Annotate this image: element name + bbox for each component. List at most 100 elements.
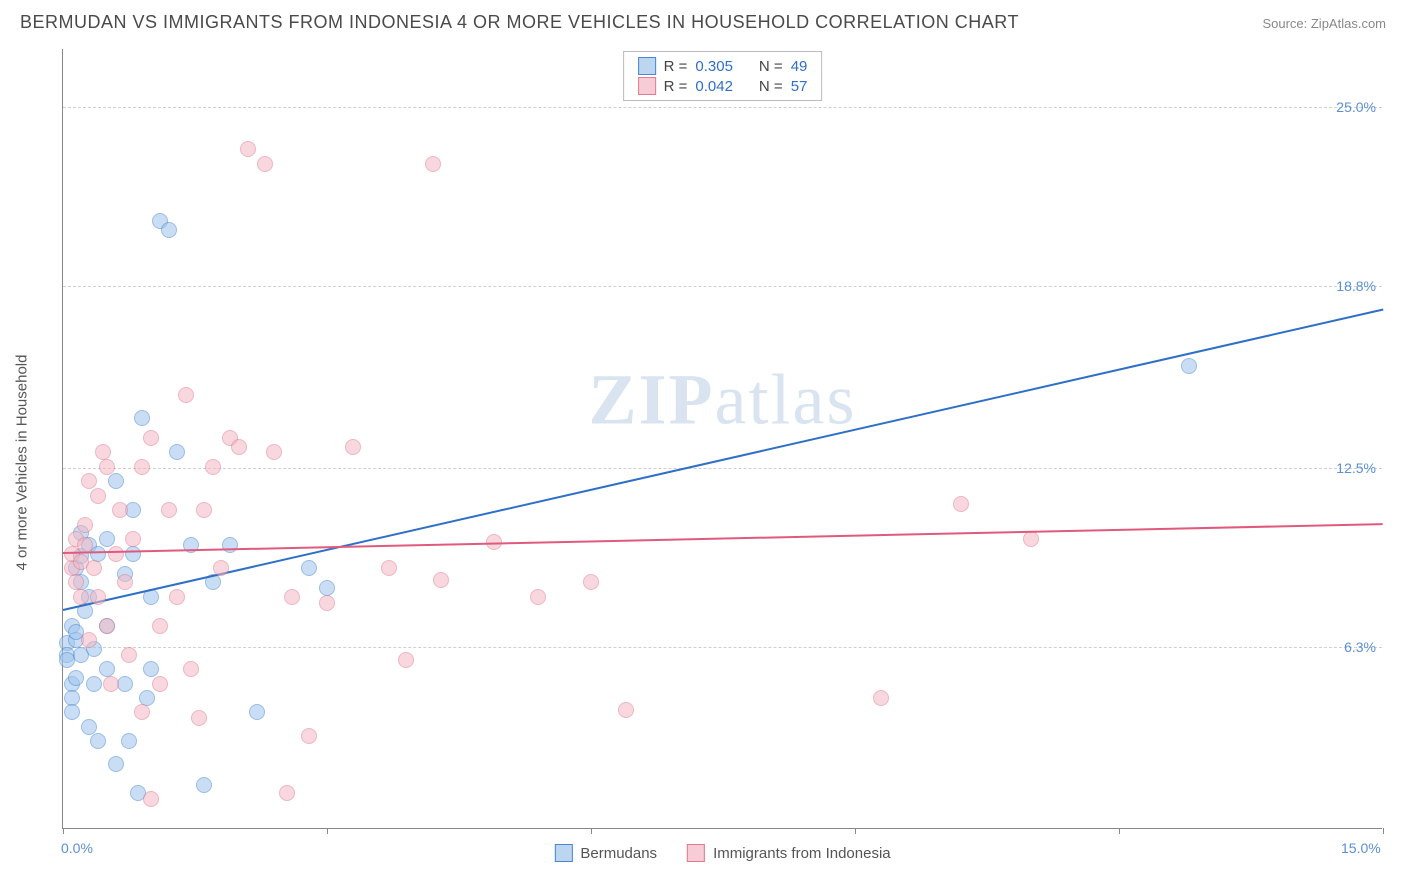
- trendline: [63, 309, 1383, 611]
- source-attribution: Source: ZipAtlas.com: [1262, 16, 1386, 31]
- scatter-point: [99, 618, 115, 634]
- scatter-point: [152, 618, 168, 634]
- scatter-point: [108, 756, 124, 772]
- watermark: ZIPatlas: [589, 358, 857, 441]
- x-tick: [855, 828, 856, 834]
- scatter-point: [530, 589, 546, 605]
- n-value: 57: [791, 78, 808, 95]
- gridline: [63, 647, 1382, 648]
- scatter-point: [191, 710, 207, 726]
- x-tick: [1119, 828, 1120, 834]
- y-axis-label: 4 or more Vehicles in Household: [14, 355, 31, 571]
- scatter-point: [121, 733, 137, 749]
- scatter-point: [77, 517, 93, 533]
- scatter-point: [81, 632, 97, 648]
- legend-label: Bermudans: [580, 845, 657, 862]
- scatter-point: [618, 702, 634, 718]
- scatter-point: [68, 670, 84, 686]
- chart-container: 4 or more Vehicles in Household ZIPatlas…: [12, 39, 1394, 869]
- scatter-point: [143, 661, 159, 677]
- scatter-point: [90, 733, 106, 749]
- scatter-point: [73, 589, 89, 605]
- scatter-point: [64, 704, 80, 720]
- scatter-point: [161, 222, 177, 238]
- series-legend: Bermudans Immigrants from Indonesia: [554, 844, 890, 862]
- y-tick-label: 6.3%: [1344, 639, 1376, 655]
- scatter-point: [196, 777, 212, 793]
- scatter-point: [125, 546, 141, 562]
- scatter-point: [319, 595, 335, 611]
- scatter-point: [90, 589, 106, 605]
- scatter-point: [301, 728, 317, 744]
- scatter-point: [81, 473, 97, 489]
- scatter-point: [301, 560, 317, 576]
- scatter-point: [117, 574, 133, 590]
- scatter-point: [134, 704, 150, 720]
- x-tick-label: 15.0%: [1341, 840, 1381, 856]
- scatter-point: [345, 439, 361, 455]
- scatter-point: [134, 459, 150, 475]
- scatter-point: [152, 676, 168, 692]
- r-label: R =: [664, 58, 688, 75]
- correlation-legend-row: R = 0.042 N = 57: [638, 76, 808, 96]
- swatch-indonesia-icon: [687, 844, 705, 862]
- n-label: N =: [759, 58, 783, 75]
- scatter-point: [134, 410, 150, 426]
- r-label: R =: [664, 78, 688, 95]
- n-value: 49: [791, 58, 808, 75]
- scatter-point: [125, 531, 141, 547]
- scatter-point: [108, 473, 124, 489]
- scatter-point: [279, 785, 295, 801]
- scatter-point: [86, 676, 102, 692]
- scatter-point: [86, 560, 102, 576]
- x-tick: [327, 828, 328, 834]
- legend-item: Bermudans: [554, 844, 657, 862]
- trendline: [63, 523, 1383, 554]
- scatter-point: [112, 502, 128, 518]
- correlation-legend: R = 0.305 N = 49 R = 0.042 N = 57: [623, 51, 823, 101]
- scatter-point: [99, 531, 115, 547]
- scatter-point: [284, 589, 300, 605]
- gridline: [63, 286, 1382, 287]
- y-tick-label: 12.5%: [1336, 460, 1376, 476]
- scatter-point: [425, 156, 441, 172]
- y-tick-label: 18.8%: [1336, 278, 1376, 294]
- scatter-point: [161, 502, 177, 518]
- scatter-point: [953, 496, 969, 512]
- x-tick: [1383, 828, 1384, 834]
- gridline: [63, 468, 1382, 469]
- swatch-bermudans-icon: [554, 844, 572, 862]
- scatter-point: [398, 652, 414, 668]
- x-tick-label: 0.0%: [61, 840, 93, 856]
- scatter-point: [143, 430, 159, 446]
- scatter-point: [213, 560, 229, 576]
- scatter-point: [99, 459, 115, 475]
- scatter-point: [169, 589, 185, 605]
- gridline: [63, 107, 1382, 108]
- scatter-point: [205, 459, 221, 475]
- chart-header: BERMUDAN VS IMMIGRANTS FROM INDONESIA 4 …: [12, 12, 1394, 39]
- r-value: 0.305: [695, 58, 733, 75]
- legend-item: Immigrants from Indonesia: [687, 844, 891, 862]
- x-tick: [591, 828, 592, 834]
- scatter-point: [433, 572, 449, 588]
- plot-area: ZIPatlas R = 0.305 N = 49 R = 0.042 N = …: [62, 49, 1382, 829]
- scatter-point: [240, 141, 256, 157]
- scatter-point: [183, 661, 199, 677]
- scatter-point: [381, 560, 397, 576]
- scatter-point: [222, 537, 238, 553]
- n-label: N =: [759, 78, 783, 95]
- x-tick: [63, 828, 64, 834]
- scatter-point: [178, 387, 194, 403]
- correlation-legend-row: R = 0.305 N = 49: [638, 56, 808, 76]
- scatter-point: [266, 444, 282, 460]
- swatch-bermudans-icon: [638, 57, 656, 75]
- scatter-point: [90, 488, 106, 504]
- scatter-point: [81, 719, 97, 735]
- y-tick-label: 25.0%: [1336, 99, 1376, 115]
- scatter-point: [108, 546, 124, 562]
- legend-label: Immigrants from Indonesia: [713, 845, 891, 862]
- scatter-point: [1181, 358, 1197, 374]
- scatter-point: [143, 791, 159, 807]
- scatter-point: [103, 676, 119, 692]
